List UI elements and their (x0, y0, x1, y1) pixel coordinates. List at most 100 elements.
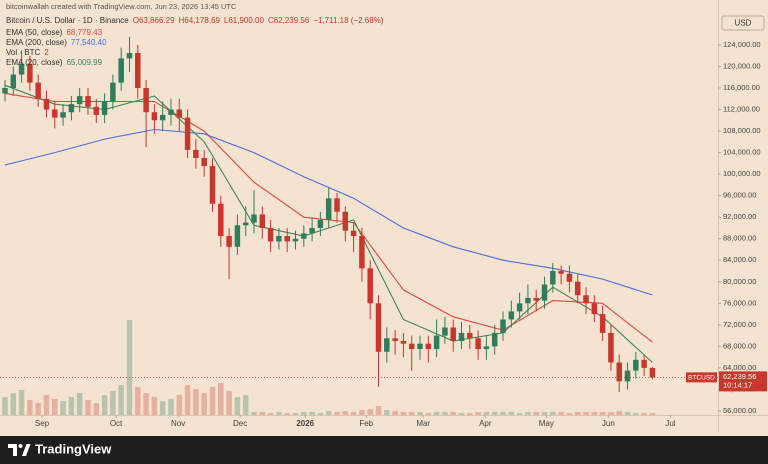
candle-body (475, 338, 481, 350)
volume-bar (309, 412, 315, 415)
volume-bar (359, 410, 365, 415)
candle-body (267, 227, 274, 242)
volume-bar (649, 413, 656, 415)
volume-bars (2, 320, 656, 415)
candle-body (491, 332, 498, 347)
volume-bar (68, 397, 75, 415)
y-tick-label: 72,000.00 (723, 320, 756, 329)
volume-bar (85, 400, 91, 415)
candle-body (226, 236, 232, 247)
ohlc-open: O63,866.29 (133, 16, 175, 25)
x-tick-label: Sep (35, 419, 50, 428)
volume-bar (425, 413, 432, 415)
x-tick-label: Feb (359, 419, 373, 428)
y-tick-label: 92,000.00 (723, 212, 756, 221)
candle-body (18, 63, 25, 75)
symbol-tag-text: BTCUSD (688, 375, 715, 382)
candle-body (126, 53, 133, 59)
volume-bar (2, 397, 8, 415)
volume-bar (110, 391, 116, 415)
candle-body (276, 236, 282, 242)
candle-body (342, 211, 349, 231)
y-tick-label: 96,000.00 (723, 191, 756, 200)
volume-bar (367, 409, 373, 415)
volume-bar (201, 393, 207, 415)
volume-bar (35, 403, 41, 415)
volume-bar (176, 395, 183, 415)
candle-body (209, 166, 216, 204)
x-tick-label: Apr (479, 419, 492, 428)
volume-bar (276, 412, 282, 415)
volume-bar (267, 413, 274, 415)
symbol: Bitcoin / U.S. Dollar · 1D · Binance (6, 16, 129, 25)
indicator-value: 68,779.43 (66, 28, 102, 37)
symbol-tag (686, 372, 717, 383)
volume-bar (417, 412, 423, 415)
indicator-legend: EMA (50, close) 68,779.43 (6, 28, 103, 37)
volume-bar (226, 391, 232, 415)
candle-body (234, 225, 241, 247)
candle-body (159, 114, 166, 121)
candle-body (292, 238, 299, 242)
y-tick-label: 84,000.00 (723, 255, 756, 264)
volume-bar (184, 385, 191, 415)
volume-bar (143, 393, 149, 415)
volume-bar (259, 412, 266, 415)
candle-body (384, 338, 390, 352)
price-tag-countdown: 10:14:17 (723, 380, 752, 389)
volume-bar (325, 411, 332, 415)
candle-body (400, 340, 407, 344)
candle-body (2, 88, 8, 94)
indicator-legend: EMA (20, close) 65,009.99 (6, 58, 103, 67)
volume-bar (491, 412, 498, 415)
candle-body (76, 96, 83, 105)
volume-bar (251, 412, 257, 415)
x-tick-label: Oct (110, 419, 123, 428)
y-tick-label: 124,000.00 (723, 40, 761, 49)
candle-body (467, 332, 473, 339)
candle-body (334, 198, 340, 212)
candle-body (558, 271, 564, 274)
candle-body (433, 335, 440, 350)
volume-bar (27, 400, 33, 415)
indicator-value: 2 (44, 48, 49, 57)
x-tick-label: May (539, 419, 554, 428)
candle-body (550, 271, 556, 285)
indicator-name: EMA (20, close) (6, 58, 63, 67)
candle-body (135, 53, 141, 89)
candle-body (525, 297, 531, 304)
candle-body (317, 219, 324, 228)
volume-bar (43, 395, 50, 415)
candle-body (43, 98, 50, 110)
y-tick-label: 108,000.00 (723, 126, 761, 135)
candle-body (458, 332, 465, 341)
candle-body (110, 82, 116, 102)
volume-bar (566, 413, 573, 415)
candle-body (118, 58, 124, 83)
candle-body (93, 106, 100, 115)
indicator-value: 77,540.40 (71, 38, 107, 47)
volume-bar (533, 412, 539, 415)
candle-body (52, 109, 58, 118)
indicator-legend: Vol · BTC 2 (6, 48, 49, 57)
candle-body (143, 88, 149, 113)
y-tick-label: 56,000.00 (723, 406, 756, 415)
volume-bar (218, 383, 224, 415)
candle-body (442, 327, 448, 336)
candle-body (641, 359, 647, 368)
volume-bar (10, 393, 17, 415)
indicator-name: EMA (50, close) (6, 28, 63, 37)
volume-bar (151, 397, 158, 415)
volume-bar (633, 413, 639, 415)
candle-body (591, 303, 598, 315)
candle-body (27, 63, 33, 83)
candle-body (566, 273, 573, 282)
x-tick-label: Nov (171, 419, 185, 428)
brand: TradingView (35, 441, 112, 456)
volume-bar (608, 412, 614, 415)
candle-body (583, 295, 589, 304)
currency-box[interactable] (721, 15, 765, 31)
volume-bar (624, 412, 631, 415)
